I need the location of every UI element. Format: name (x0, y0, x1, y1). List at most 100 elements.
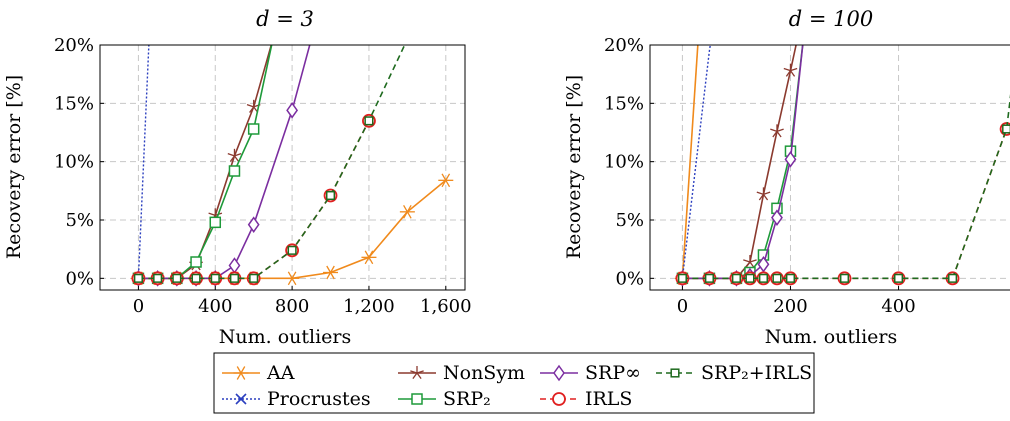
legend-item-srpinf: SRP∞ (540, 362, 641, 384)
data-point (839, 273, 850, 283)
legend-label: SRP₂+IRLS (701, 362, 812, 384)
legend-label: AA (266, 362, 295, 384)
legend-label: SRP∞ (585, 362, 641, 384)
series-line (681, 45, 699, 279)
series-procrustes (137, 45, 150, 279)
x-tick-label: 0 (133, 296, 144, 317)
data-point (771, 209, 783, 226)
chart-title: d = 100 (789, 7, 873, 31)
data-point (361, 250, 377, 265)
data-point (704, 273, 714, 283)
series-irls (675, 122, 1010, 286)
x-tick-label: 200 (773, 296, 807, 317)
plot-frame (649, 44, 1010, 291)
y-tick-label: 5% (65, 210, 94, 231)
y-axis-label: Recovery error [%] (3, 75, 25, 259)
series-line (138, 45, 311, 280)
plot-frame (99, 44, 466, 291)
data-point (133, 273, 143, 283)
legend-item-aa: AA (222, 362, 295, 384)
x-tick-label: 1,600 (420, 296, 472, 317)
data-point (153, 273, 163, 283)
data-point (247, 216, 260, 233)
legend-item-srp2: SRP₂ (398, 388, 491, 410)
data-point (677, 273, 687, 283)
x-tick-label: 0 (677, 296, 688, 317)
x-axis-label: Num. outliers (765, 326, 898, 348)
y-tick-label: 20% (54, 35, 94, 56)
data-point (228, 165, 241, 177)
data-point (1002, 124, 1010, 134)
data-point (731, 273, 741, 283)
legend-marker (410, 366, 424, 380)
legend-label: NonSym (443, 362, 525, 384)
legend-item-nonsym: NonSym (398, 362, 525, 384)
legend-marker (553, 364, 565, 382)
y-tick-label: 0% (65, 268, 94, 289)
data-point (783, 63, 798, 77)
data-point (209, 216, 222, 229)
legend-item-srp2-irls: SRP₂+IRLS (656, 362, 812, 384)
series-line (681, 45, 712, 279)
series-irls (131, 113, 376, 286)
data-point (948, 273, 958, 283)
x-tick-label: 400 (881, 296, 915, 317)
data-point (364, 116, 374, 126)
legend-label: SRP₂ (443, 388, 491, 410)
legend-marker (235, 393, 247, 405)
legend-label: Procrustes (267, 388, 371, 410)
data-point (438, 173, 454, 188)
data-point (249, 273, 259, 283)
legend-label: IRLS (585, 388, 632, 410)
data-point (284, 271, 300, 286)
y-tick-label: 15% (54, 93, 94, 114)
legend-marker (552, 392, 566, 406)
x-axis-label: Num. outliers (219, 326, 352, 348)
series-procrustes (681, 45, 712, 279)
chart-panel-d3: d = 3 0 400 800 1,200 1,600 0% 5% 10% 15% 20% Num… (3, 7, 472, 348)
series-line (138, 45, 406, 280)
series-line (682, 45, 797, 280)
data-point (399, 205, 415, 219)
legend-marker (670, 368, 680, 378)
data-point (772, 273, 782, 283)
legend-box (213, 352, 815, 414)
grid (100, 44, 465, 290)
data-point (286, 102, 299, 119)
y-tick-label: 0% (615, 268, 644, 289)
tick-labels: 0 400 800 1,200 1,600 0% 5% 10% 15% 20% (54, 35, 472, 317)
y-tick-label: 10% (54, 152, 94, 173)
legend-item-irls: IRLS (540, 388, 632, 410)
data-point (893, 273, 904, 283)
legend-item-procrustes: Procrustes (222, 388, 371, 410)
y-tick-label: 20% (604, 35, 644, 56)
data-point (323, 265, 339, 280)
series-nonsym (675, 45, 798, 285)
data-point (229, 273, 240, 283)
data-point (172, 273, 182, 283)
data-point (743, 255, 757, 269)
data-point (228, 257, 241, 274)
legend-marker (233, 366, 249, 380)
data-point (325, 190, 336, 201)
data-point (784, 151, 797, 168)
y-tick-label: 10% (604, 152, 644, 173)
series-aa (674, 45, 699, 286)
series-group (674, 45, 1010, 287)
series-srp2-irls (677, 94, 1010, 283)
y-tick-label: 15% (604, 93, 644, 114)
series-line (137, 45, 150, 279)
series-srpinf (132, 45, 311, 287)
grid (650, 44, 1010, 290)
data-point (758, 273, 769, 283)
data-point (287, 245, 297, 255)
series-line (682, 94, 1010, 280)
x-tick-label: 400 (198, 296, 232, 317)
x-tick-label: 1,200 (343, 296, 395, 317)
data-point (227, 148, 242, 162)
y-tick-label: 5% (615, 210, 644, 231)
series-group (130, 45, 454, 287)
series-srp2-irls (133, 45, 406, 283)
